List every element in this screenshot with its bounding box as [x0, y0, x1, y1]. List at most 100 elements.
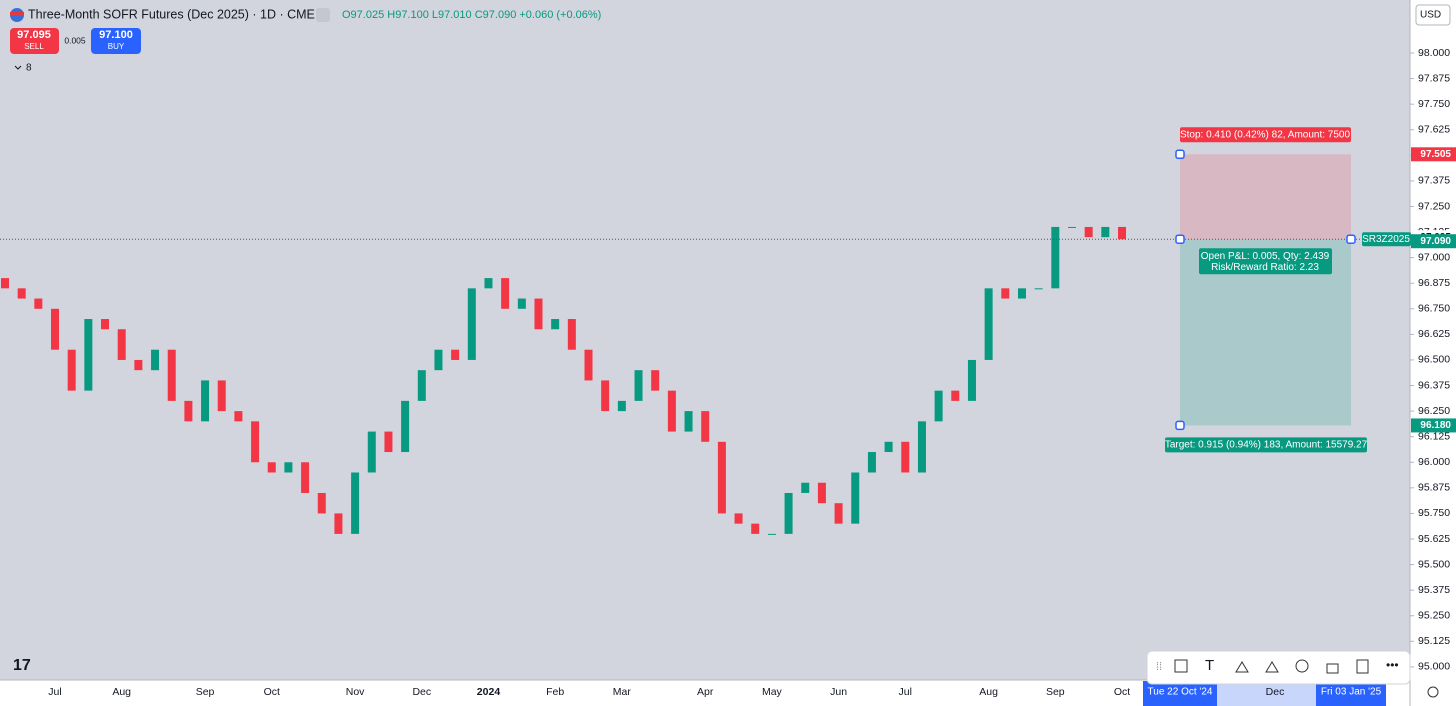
toolbar	[1146, 650, 1411, 685]
buy-button[interactable]	[91, 28, 141, 54]
y-tick-label: 95.000	[1418, 661, 1450, 673]
handle[interactable]	[1175, 149, 1185, 160]
y-tick-label: 97.625	[1418, 124, 1450, 136]
date-label: Fri 03 Jan '25	[1321, 687, 1382, 698]
candle	[1118, 226, 1126, 240]
candle	[551, 319, 560, 330]
x-tick-label: Jul	[899, 686, 912, 698]
indicator-count: 8	[26, 63, 32, 74]
price-scale	[1410, 0, 1456, 706]
symbol-title: Three-Month SOFR Futures (Dec 2025) · 1D…	[28, 7, 315, 21]
flag-icon	[10, 12, 24, 15]
x-tick-label: Sep	[1046, 686, 1065, 698]
price-label: 97.505	[1420, 149, 1451, 160]
x-tick-label: Jul	[48, 686, 61, 698]
candle	[84, 319, 93, 391]
sell-button[interactable]	[10, 28, 59, 54]
candle	[234, 411, 243, 422]
candle	[701, 411, 710, 442]
stop-label: Stop: 0.410 (0.42%) 82, Amount: 7500	[1180, 129, 1351, 140]
y-tick-label: 97.375	[1418, 175, 1450, 187]
x-tick-label: Sep	[196, 686, 215, 698]
candle	[634, 370, 643, 401]
pnl-label: Open P&L: 0.005, Qty: 2.439	[1201, 251, 1330, 262]
chart-background	[0, 0, 1410, 680]
x-tick-label: Jun	[830, 686, 847, 698]
x-tick-label: Mar	[613, 686, 632, 698]
tool-icon[interactable]	[1326, 663, 1339, 674]
candle	[584, 349, 593, 381]
tool-icon[interactable]	[1235, 661, 1249, 673]
candle	[67, 349, 76, 391]
drag-handle[interactable]: ⁞⁞	[1156, 661, 1162, 673]
candle	[1051, 226, 1060, 289]
y-tick-label: 95.500	[1418, 558, 1450, 570]
candle	[101, 319, 110, 330]
candle	[1084, 226, 1093, 238]
x-tick-label: Apr	[697, 686, 714, 698]
drawing-toolbar: ⁞⁞ T •••	[1146, 650, 1411, 685]
candle	[151, 349, 160, 371]
price-label: 97.090	[1420, 236, 1451, 247]
settings-icon[interactable]	[1427, 686, 1439, 698]
tool-icon[interactable]	[1174, 659, 1188, 673]
candle	[501, 278, 510, 309]
candle	[717, 441, 726, 514]
candle	[1034, 288, 1043, 290]
candle	[767, 533, 776, 535]
y-tick-label: 95.750	[1418, 507, 1450, 519]
candle	[184, 400, 193, 422]
tool-icon[interactable]: •••	[1386, 658, 1399, 672]
candle	[384, 431, 393, 453]
candle	[834, 503, 843, 524]
plot: 95.000 95.125 95.250 95.375 95.500 95.625 95.7…	[0, 47, 1456, 706]
stop-label-bg	[1180, 127, 1351, 143]
y-tick-label: 97.000	[1418, 251, 1450, 263]
x-tick-label: Aug	[112, 686, 131, 698]
handle[interactable]	[1175, 420, 1185, 431]
y-tick-label: 98.000	[1418, 47, 1450, 59]
candle	[1017, 288, 1026, 299]
candle	[667, 390, 676, 432]
date-label: Tue 22 Oct '24	[1148, 687, 1213, 698]
x-tick-label: 2024	[477, 686, 501, 698]
rr-label: Risk/Reward Ratio: 2.23	[1211, 262, 1319, 273]
candle	[784, 492, 793, 534]
date-pill	[1316, 681, 1386, 706]
candle	[134, 359, 143, 371]
candle	[451, 349, 460, 360]
candle	[684, 411, 693, 432]
currency-select[interactable]	[1415, 4, 1451, 26]
target-label: Target: 0.915 (0.94%) 183, Amount: 15579…	[1165, 440, 1368, 451]
y-tick-label: 96.125	[1418, 430, 1450, 442]
tool-icon[interactable]	[1295, 659, 1309, 673]
y-tick-label: 95.875	[1418, 482, 1450, 494]
candle	[34, 298, 43, 309]
candle	[534, 298, 543, 330]
y-tick-label: 96.875	[1418, 277, 1450, 289]
handle[interactable]	[1346, 234, 1356, 244]
candle	[267, 462, 276, 473]
candle	[484, 278, 493, 289]
candle	[917, 421, 926, 473]
y-tick-label: 95.375	[1418, 584, 1450, 596]
tool-icon[interactable]: T	[1205, 657, 1214, 674]
symbol-label-bg	[1362, 232, 1411, 247]
collapse-icon[interactable]	[14, 65, 22, 70]
candle	[251, 421, 260, 463]
tool-icon[interactable]	[1265, 661, 1279, 673]
tool-icon[interactable]	[1356, 659, 1369, 674]
price-label: 96.180	[1420, 420, 1451, 431]
candle	[984, 288, 993, 360]
sell-price: 97.095	[17, 29, 51, 41]
candle	[401, 400, 410, 453]
menu-button[interactable]	[316, 8, 330, 22]
candle	[351, 472, 360, 534]
candle	[967, 359, 976, 401]
candle	[517, 298, 526, 309]
x-tick-label: Oct	[1114, 686, 1130, 698]
x-tick-label: May	[762, 686, 783, 698]
candle	[951, 390, 960, 401]
handle[interactable]	[1175, 234, 1185, 244]
candle	[617, 400, 626, 412]
